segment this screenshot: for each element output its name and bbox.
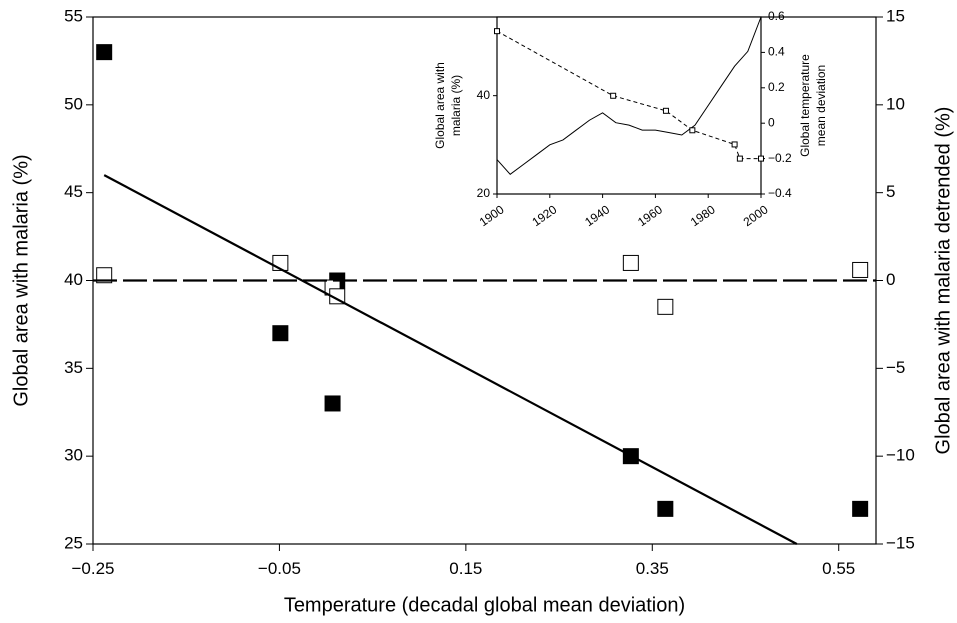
data-point: [657, 500, 674, 517]
y-axis-label: Global area with: [433, 62, 447, 149]
series-line: [496, 16, 762, 176]
y2-tick-label: −10: [886, 446, 915, 465]
data-point: [622, 254, 639, 271]
x-axis-label: Temperature (decadal global mean deviati…: [284, 594, 685, 616]
data-point: [662, 107, 669, 114]
y2-tick-label: 15: [886, 6, 905, 25]
y-axis-label: Global area with malaria (%): [10, 154, 32, 406]
y2-tick-label: −0.4: [768, 186, 792, 200]
y2-tick-label: 0: [768, 115, 775, 129]
data-point: [96, 44, 113, 61]
y-tick-label: 35: [64, 358, 83, 377]
plot-frame: [496, 16, 762, 195]
y2-axis-label: mean deviation: [814, 65, 828, 146]
data-point: [736, 155, 743, 162]
y2-tick-label: −5: [886, 358, 905, 377]
data-point: [657, 298, 674, 315]
data-point: [758, 155, 764, 162]
data-point: [272, 325, 289, 342]
y2-tick-label: 0.4: [768, 45, 785, 59]
y-axis-label: malaria (%): [449, 75, 463, 136]
data-point: [324, 395, 341, 412]
data-point: [494, 28, 500, 35]
data-point: [731, 141, 738, 148]
data-point: [852, 500, 869, 517]
x-tick-label: −0.25: [71, 559, 114, 578]
y2-axis-label: Global area with malaria detrended (%): [932, 107, 954, 455]
x-tick-label: 0.35: [636, 559, 669, 578]
data-point: [852, 261, 869, 278]
y-tick-label: 30: [64, 446, 83, 465]
data-point: [689, 127, 696, 134]
y-tick-label: 55: [64, 6, 83, 25]
y2-tick-label: 0: [886, 270, 895, 289]
y-tick-label: 25: [64, 533, 83, 552]
data-point: [96, 267, 113, 284]
y-tick-label: 50: [64, 94, 83, 113]
data-point: [610, 92, 617, 99]
y-tick-label: 40: [477, 88, 491, 102]
y-tick-label: 20: [477, 186, 491, 200]
y-tick-label: 40: [64, 270, 83, 289]
y-tick-label: 45: [64, 182, 83, 201]
y2-tick-label: −15: [886, 533, 915, 552]
x-tick-label: −0.05: [258, 559, 301, 578]
y2-tick-label: 0.2: [768, 80, 785, 94]
y2-tick-label: −0.2: [768, 151, 792, 165]
x-tick-label: 0.55: [822, 559, 855, 578]
series-line: [103, 174, 798, 545]
y2-tick-label: 5: [886, 182, 895, 201]
y2-axis-label: Global temperature: [798, 54, 812, 157]
y2-tick-label: 0.6: [768, 9, 785, 23]
x-tick-label: 0.15: [449, 559, 482, 578]
y2-tick-label: 10: [886, 94, 905, 113]
